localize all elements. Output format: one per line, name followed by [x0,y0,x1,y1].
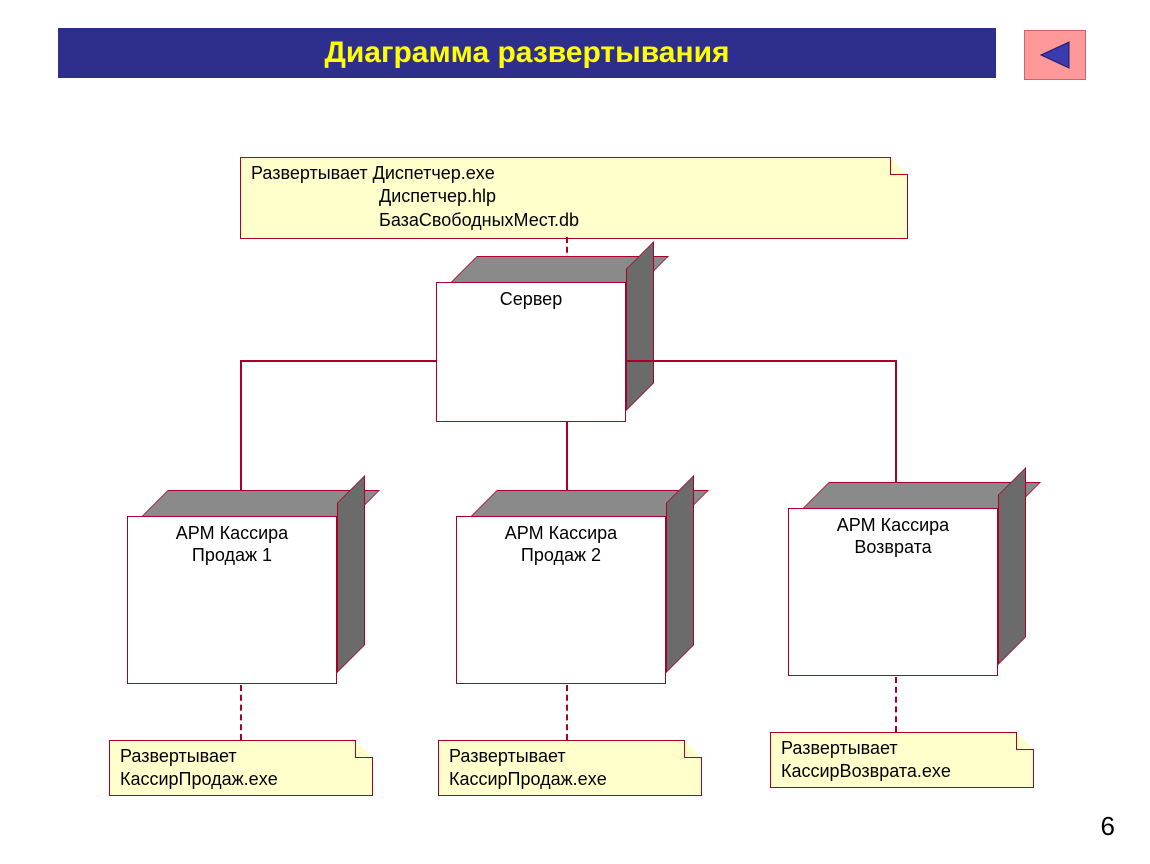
note-text: Развертывает Диспетчер.exe [251,163,495,183]
note-fold-icon [890,157,908,175]
note-text: Развертывает [781,737,1023,760]
connector [240,360,436,362]
node-label: Продаж 1 [128,545,336,567]
page-number: 6 [1101,811,1115,842]
deployment-diagram: Развертывает Диспетчер.exe Диспетчер.hlp… [0,0,1150,864]
node-label: АРМ Кассира [789,515,997,537]
note-text: Развертывает [449,745,691,768]
connector-dashed [240,685,242,740]
note-text: БазаСвободныхМест.db [379,210,579,230]
note-text: Диспетчер.hlp [379,186,496,206]
note-text: Развертывает [120,745,362,768]
node-label: Возврата [789,537,997,559]
connector-dashed [895,677,897,732]
connector [626,360,896,362]
node-label: Продаж 2 [457,545,665,567]
note-cashier-2: Развертывает КассирПродаж.exe [438,740,702,796]
node-label: АРМ Кассира [457,523,665,545]
node-label: Сервер [437,283,625,311]
note-fold-icon [1016,732,1034,750]
note-text: КассирПродаж.exe [120,768,362,791]
note-server-deploy: Развертывает Диспетчер.exe Диспетчер.hlp… [240,157,908,239]
note-fold-icon [684,740,702,758]
note-fold-icon [355,740,373,758]
node-label: АРМ Кассира [128,523,336,545]
note-cashier-return: Развертывает КассирВозврата.exe [770,732,1034,788]
note-cashier-1: Развертывает КассирПродаж.exe [109,740,373,796]
connector-dashed [566,685,568,740]
note-text: КассирПродаж.exe [449,768,691,791]
note-text: КассирВозврата.exe [781,760,1023,783]
